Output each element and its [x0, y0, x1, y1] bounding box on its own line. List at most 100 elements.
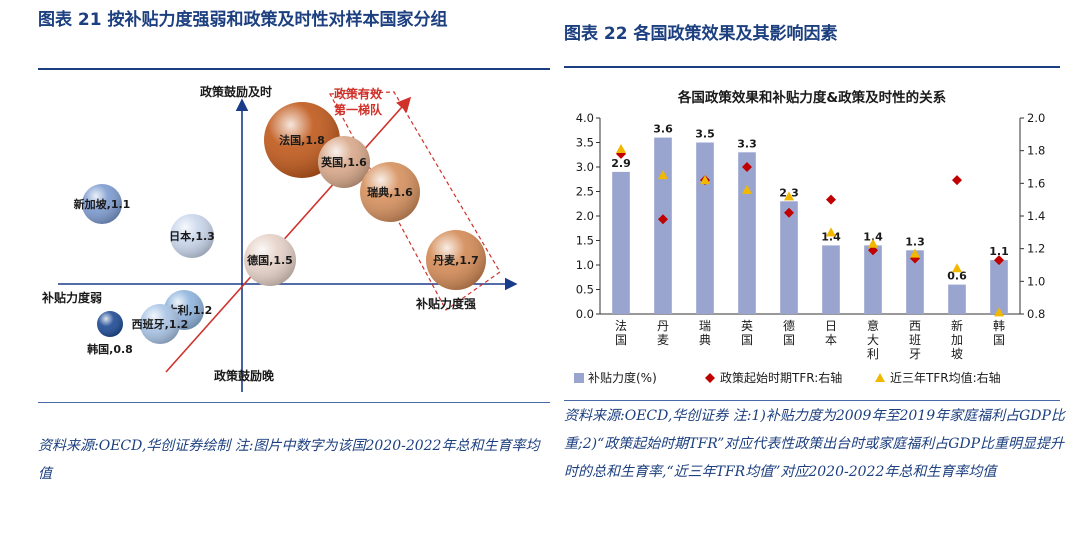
y2-tick-label: 1.4 [1027, 209, 1045, 223]
bubble-shine [426, 230, 486, 290]
bubble-chart: 政策鼓励及时 政策鼓励晚 补贴力度弱 补贴力度强 政策有效 第一梯队 法国,1.… [41, 84, 518, 392]
x-tick-label: 西 [909, 319, 921, 333]
y-tick-label: 2.5 [576, 185, 594, 199]
right-title-rule [564, 66, 1060, 68]
x-tick-label: 班 [909, 333, 921, 347]
bar [948, 284, 966, 314]
x-tick-label: 利 [867, 347, 879, 361]
country-bubble: 韩国,0.8 [87, 311, 133, 356]
left-bottom-rule [38, 402, 550, 403]
y-tick-label: 3.5 [576, 136, 594, 150]
diamond-point [952, 175, 962, 186]
country-bubble: 英国,1.6 [318, 136, 370, 188]
y2-tick-label: 1.8 [1027, 144, 1045, 158]
y-tick-label: 0.5 [576, 283, 594, 297]
diamond-point [658, 214, 668, 225]
axis-label-bottom: 政策鼓励晚 [214, 368, 274, 383]
bubble-shine [170, 214, 214, 258]
x-tick-label: 国 [741, 333, 753, 347]
chart-legend: 补贴力度(%) 政策起始时期TFR:右轴 近三年TFR均值:右轴 [574, 370, 1001, 385]
y-tick-label: 4.0 [576, 111, 594, 125]
bar [822, 245, 840, 314]
left-figure-title: 图表 21 按补贴力度强弱和政策及时性对样本国家分组 [38, 10, 448, 30]
bar [696, 142, 714, 314]
triangle-point [994, 307, 1004, 317]
y-tick-label: 2.0 [576, 209, 594, 223]
y2-tick-label: 1.2 [1027, 242, 1045, 256]
country-bubble: 意大利,1.2 [156, 290, 212, 330]
bar-chart: 各国政策效果和补贴力度&政策及时性的关系 0.0 0.5 1.0 1.5 2.0 2.5 3… [574, 89, 1045, 385]
country-bubble: 新加坡,1.1 [74, 184, 131, 224]
x-tick-label: 加 [951, 333, 963, 347]
bar-value-label: 3.3 [737, 137, 757, 150]
bubble-shine [360, 162, 420, 222]
x-tick-label: 新 [951, 318, 963, 333]
diamond-point [784, 207, 794, 218]
country-bubble: 西班牙,1.2 [132, 304, 188, 344]
triangle-point [784, 191, 794, 201]
bar [738, 152, 756, 314]
bar [864, 245, 882, 314]
chart-title: 各国政策效果和补贴力度&政策及时性的关系 [677, 89, 947, 106]
axis-label-left: 补贴力度弱 [41, 290, 102, 305]
bubble-label: 法国,1.8 [279, 133, 325, 147]
bubble-label: 韩国,0.8 [87, 342, 133, 356]
trend-arrow [165, 96, 412, 373]
left-source-note: 资料来源:OECD,华创证券绘制 注:图片中数字为该国2020-2022年总和生… [38, 438, 540, 482]
bubble-shine [318, 136, 370, 188]
y-tick-label: 3.0 [576, 160, 594, 174]
bar-value-label: 2.9 [611, 157, 631, 170]
bubble-shine [244, 234, 296, 286]
axis-label-top: 政策鼓励及时 [200, 84, 272, 99]
x-tick-label: 国 [993, 333, 1005, 347]
right-source-note: 资料来源:OECD,华创证券 注:1)补贴力度为2009年至2019年家庭福利占… [564, 408, 1065, 480]
bubble-label: 英国,1.6 [320, 155, 367, 169]
bar [612, 171, 630, 314]
axis-label-right: 补贴力度强 [415, 296, 476, 311]
bar-value-label: 1.4 [863, 230, 883, 243]
bar [654, 137, 672, 314]
country-bubble: 日本,1.3 [169, 214, 215, 258]
x-tick-label: 坡 [951, 347, 963, 361]
bubble-shine [82, 184, 122, 224]
bar-value-label: 1.4 [821, 230, 841, 243]
tier-label-line2: 第一梯队 [334, 102, 383, 117]
bar-value-label: 1.1 [989, 245, 1009, 258]
x-tick-label: 韩 [993, 318, 1005, 333]
legend-swatch-triangle [875, 373, 885, 382]
y2-tick-label: 2.0 [1027, 111, 1045, 125]
x-tick-label: 大 [867, 333, 879, 347]
legend-label: 补贴力度(%) [588, 370, 657, 385]
diamond-point [742, 162, 752, 172]
x-tick-label: 本 [825, 333, 837, 347]
triangle-point [910, 248, 920, 258]
triangle-point [952, 263, 962, 273]
right-figure-title: 图表 22 各国政策效果及其影响因素 [564, 24, 838, 44]
legend-swatch-bar [574, 373, 584, 383]
x-tick-label: 日 [825, 319, 837, 333]
bar [780, 201, 798, 314]
x-tick-label: 典 [699, 333, 711, 347]
x-tick-label: 意 [867, 318, 879, 333]
bar-value-label: 1.3 [905, 235, 925, 248]
bubble-shine [97, 311, 123, 337]
x-tick-label: 麦 [657, 333, 669, 347]
bubble-shine [140, 304, 180, 344]
bar [906, 250, 924, 314]
bubble-label: 新加坡,1.1 [74, 197, 131, 211]
country-bubble: 瑞典,1.6 [360, 162, 420, 222]
y-tick-label: 1.0 [576, 258, 594, 272]
x-tick-label: 国 [783, 333, 795, 347]
bubble-label: 瑞典,1.6 [367, 185, 413, 199]
y2-tick-label: 0.8 [1027, 307, 1045, 321]
diamond-point [994, 255, 1004, 266]
diamond-point [826, 194, 836, 205]
triangle-point [658, 170, 668, 180]
y2-tick-label: 1.6 [1027, 176, 1045, 190]
triangle-point [742, 184, 752, 194]
bubble-label: 丹麦,1.7 [433, 253, 479, 267]
left-title-rule [38, 68, 550, 70]
country-bubble: 丹麦,1.7 [426, 230, 486, 290]
x-tick-label: 国 [615, 333, 627, 347]
diamond-point [868, 245, 878, 256]
